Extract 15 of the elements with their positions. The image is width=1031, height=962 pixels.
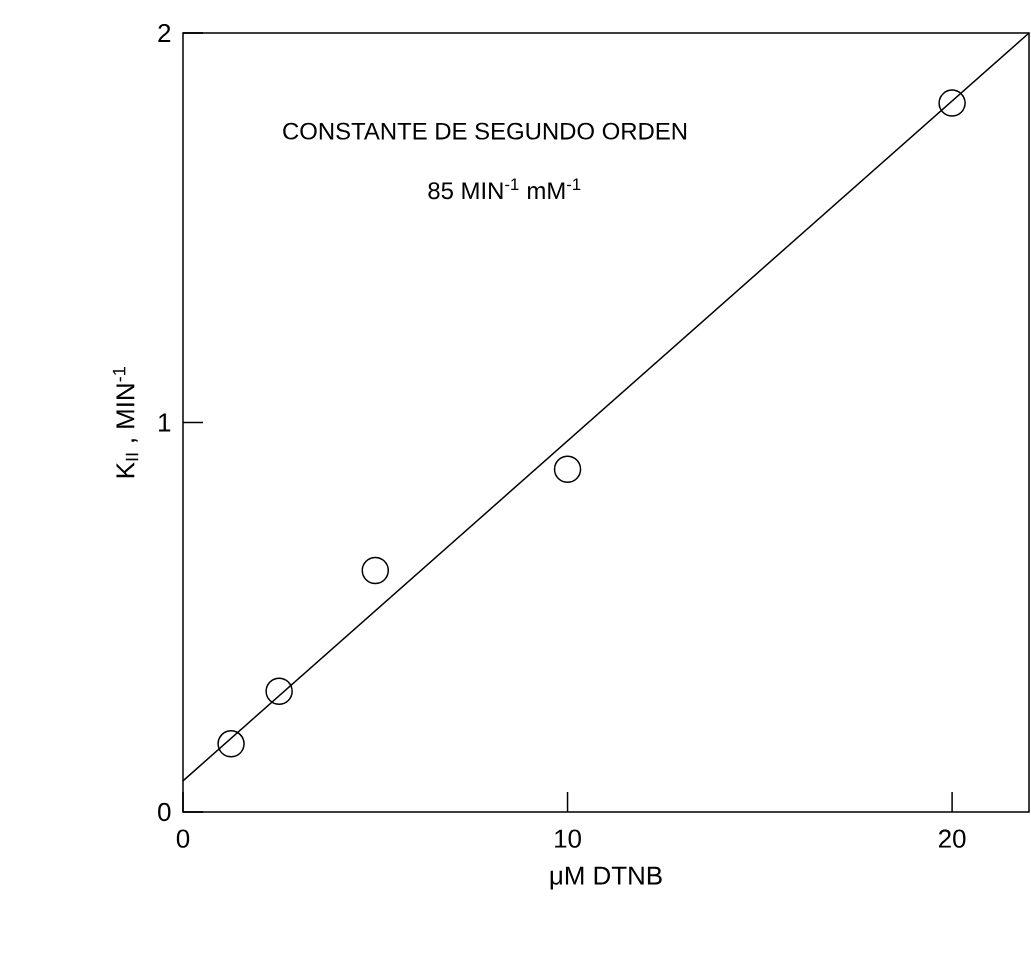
y-axis-title: K$_{II}$ , MIN$^{-1}$ xyxy=(112,367,139,478)
x-axis-title: μM DTNB xyxy=(550,866,662,890)
x-tick-label: 10 xyxy=(555,829,581,848)
y-tick-label: 0 xyxy=(158,802,171,822)
point xyxy=(553,455,582,483)
point xyxy=(265,677,293,705)
y-tick-label: 1 xyxy=(159,413,171,432)
y-tick-label: 2 xyxy=(158,23,171,43)
x-tick-label: 20 xyxy=(938,829,966,848)
x-tick-label: 0 xyxy=(176,829,190,848)
annotation: CONSTANTE DE SEGUNDO ORDEN xyxy=(283,122,687,140)
point xyxy=(938,89,966,117)
point xyxy=(217,730,245,758)
point xyxy=(361,556,390,585)
annotation: 85 MIN$^{-1}$ mM$^{-1}$ xyxy=(428,178,581,200)
